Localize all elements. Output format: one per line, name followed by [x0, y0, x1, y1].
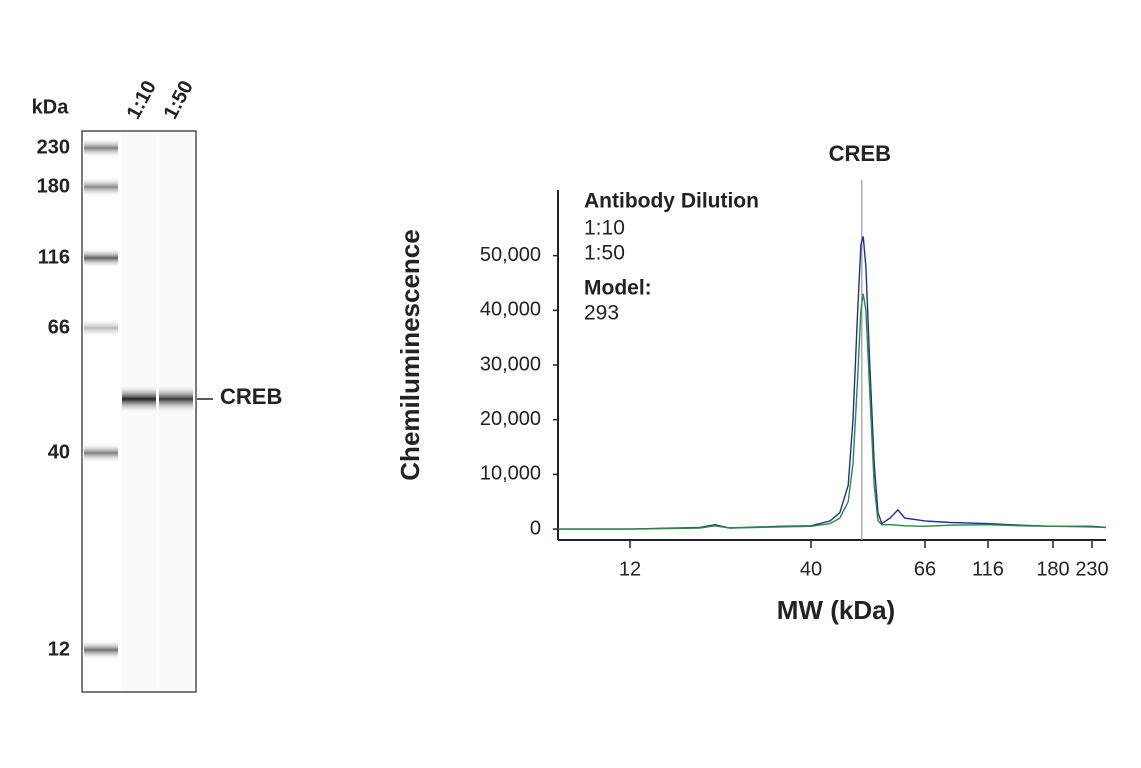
marker-label: 40	[48, 441, 70, 463]
legend-entry: 1:10	[584, 217, 625, 240]
ladder-band	[84, 318, 118, 338]
ladder-band	[84, 248, 118, 268]
x-tick-label: 12	[619, 558, 641, 580]
x-axis-title: MW (kDa)	[777, 595, 895, 625]
x-tick-label: 66	[914, 558, 936, 580]
band-label: CREB	[220, 384, 282, 409]
marker-label: 12	[48, 638, 70, 660]
sample-band	[159, 385, 193, 413]
marker-label: 180	[37, 175, 70, 197]
marker-label: 230	[37, 136, 70, 158]
x-tick-label: 230	[1075, 558, 1108, 580]
sample-band	[122, 385, 156, 413]
series-line	[558, 293, 1107, 530]
y-tick-label: 50,000	[480, 244, 541, 266]
y-axis-title: Chemiluminescence	[395, 229, 425, 480]
y-tick-label: 0	[530, 517, 541, 539]
y-tick-label: 30,000	[480, 353, 541, 375]
x-tick-label: 180	[1036, 558, 1069, 580]
ladder-band	[84, 138, 118, 158]
blot-panel: kDa CREB 230 180 116 66 40 12 1:101:50	[32, 77, 282, 693]
legend-title: Antibody Dilution	[584, 190, 759, 213]
lane-label: 1:10	[123, 77, 161, 123]
note-text: 293	[584, 302, 619, 325]
ladder-band	[84, 640, 118, 660]
x-tick-label: 40	[800, 558, 822, 580]
y-tick-label: 10,000	[480, 463, 541, 485]
marker-label: 116	[38, 246, 70, 268]
y-tick-label: 20,000	[480, 408, 541, 430]
ladder-band	[84, 177, 118, 197]
chart-title: CREB	[829, 141, 891, 166]
chart: 0 10,000 20,000 30,000 40,000 50,000 12 40 66 116…	[395, 141, 1109, 625]
y-tick-label: 40,000	[480, 299, 541, 321]
marker-label: 66	[48, 316, 70, 338]
x-tick-label: 116	[972, 558, 1004, 580]
unit-label: kDa	[32, 96, 70, 118]
legend-entry: 1:50	[584, 242, 625, 265]
lane-label: 1:50	[160, 77, 198, 123]
note-title: Model:	[584, 277, 652, 300]
ladder-band	[84, 443, 118, 463]
